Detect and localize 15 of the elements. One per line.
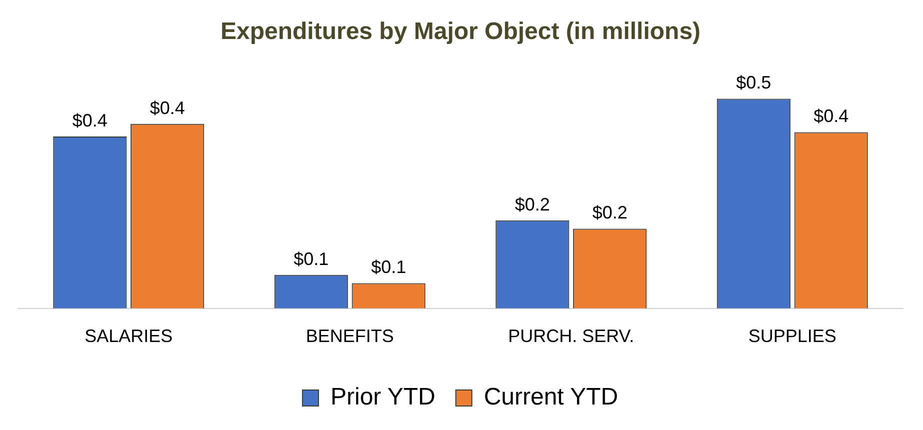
- legend-label: Prior YTD: [330, 384, 436, 411]
- x-tick-label: SUPPLIES: [748, 326, 836, 346]
- data-label: $0.1: [371, 257, 406, 278]
- data-label: $0.1: [294, 248, 329, 269]
- data-label: $0.2: [592, 202, 628, 223]
- data-label: $0.4: [72, 110, 108, 130]
- chart-title: Expenditures by Major Object (in millions): [220, 18, 701, 46]
- x-tick-label: SALARIES: [84, 326, 173, 346]
- legend-label: Current YTD: [484, 384, 618, 411]
- x-tick-label: PURCH. SERV.: [508, 326, 634, 346]
- data-label: $0.4: [150, 98, 185, 118]
- data-label: $0.4: [814, 106, 849, 126]
- x-tick-label: BENEFITS: [306, 326, 394, 346]
- data-label: $0.2: [514, 194, 550, 214]
- data-label: $0.5: [736, 72, 772, 93]
